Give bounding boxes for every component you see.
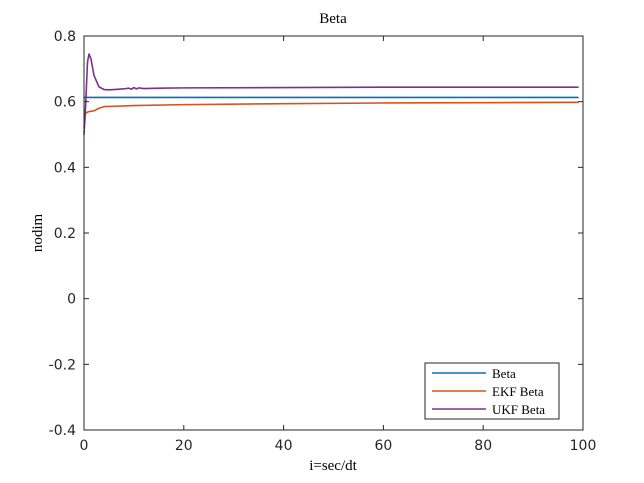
series-line-2 bbox=[83, 101, 579, 129]
legend-label-1: Beta bbox=[492, 366, 516, 381]
x-tick-label: 20 bbox=[175, 438, 193, 454]
x-tick-label: 80 bbox=[474, 438, 492, 454]
y-tick-label: 0 bbox=[67, 292, 76, 308]
x-axis-ticks: 0 20 40 60 80 100 bbox=[80, 36, 597, 454]
x-tick-label: 40 bbox=[275, 438, 293, 454]
series-layer bbox=[83, 53, 579, 136]
legend-items: Beta EKF Beta UKF Beta bbox=[432, 366, 545, 417]
y-tick-label: -0.4 bbox=[49, 423, 76, 439]
x-axis-label: i=sec/dt bbox=[309, 458, 357, 474]
y-tick-label: 0.4 bbox=[54, 160, 76, 176]
x-tick-label: 60 bbox=[374, 438, 392, 454]
y-tick-label: 0.6 bbox=[54, 95, 76, 111]
x-tick-label: 100 bbox=[570, 438, 597, 454]
legend-label-2: EKF Beta bbox=[492, 384, 544, 399]
y-axis-ticks: -0.4 -0.2 0 0.2 0.4 0.6 0.8 bbox=[49, 29, 583, 439]
y-tick-label: 0.2 bbox=[54, 226, 76, 242]
legend-label-3: UKF Beta bbox=[492, 402, 545, 417]
series-line-3 bbox=[83, 53, 579, 136]
chart-title: Beta bbox=[319, 11, 347, 27]
x-tick-label: 0 bbox=[80, 438, 89, 454]
legend: Beta EKF Beta UKF Beta bbox=[424, 362, 560, 420]
y-axis-label: nodim bbox=[30, 214, 46, 253]
y-tick-label: -0.2 bbox=[49, 357, 76, 373]
y-tick-label: 0.8 bbox=[54, 29, 76, 45]
